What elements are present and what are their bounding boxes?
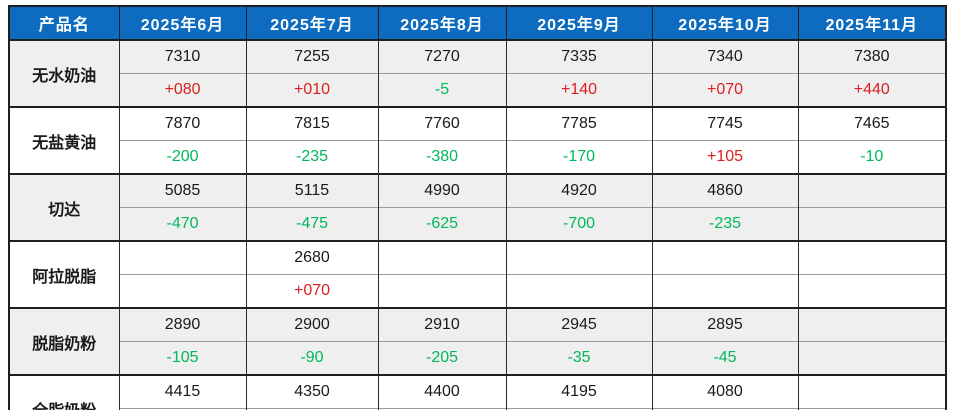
- product-column-header: 产品名: [8, 6, 120, 41]
- price-cell: 7815: [245, 106, 379, 141]
- change-cell: +140: [505, 73, 653, 107]
- price-cell: [797, 374, 947, 409]
- month-column-header: 2025年7月: [245, 6, 379, 41]
- price-row: 无盐黄油 7870 7815 7760 7785 7745 7465: [8, 106, 947, 174]
- change-cell: +010: [245, 73, 379, 107]
- change-cell: +070: [245, 274, 379, 308]
- price-cell: 5115: [245, 173, 379, 208]
- price-cell: 4860: [651, 173, 799, 208]
- price-cell: [797, 173, 947, 208]
- change-cell: [377, 274, 507, 308]
- change-cell: -5: [377, 73, 507, 107]
- price-row: 阿拉脱脂 2680: [8, 240, 947, 308]
- product-cell: 无盐黄油: [8, 106, 120, 174]
- change-cell: -470: [118, 207, 247, 241]
- price-cell: 4920: [505, 173, 653, 208]
- change-row: -105 -90 -205 -35 -45: [9, 341, 947, 375]
- change-row: -70-120-90+055+050: [9, 408, 947, 410]
- price-row: 脱脂奶粉 2890 2900 2910 2945 2895: [8, 307, 947, 375]
- change-row: +070: [9, 274, 947, 308]
- price-cell: [797, 240, 947, 275]
- product-cell: 切达: [8, 173, 120, 241]
- price-cell: 7465: [797, 106, 947, 141]
- change-row: -470 -475 -625 -700 -235: [9, 207, 947, 241]
- change-cell: -90: [245, 341, 379, 375]
- change-cell: [505, 274, 653, 308]
- table-header: 产品名 2025年6月 2025年7月 2025年8月 2025年9月 2025年10月 2…: [8, 6, 947, 41]
- change-cell: -625: [377, 207, 507, 241]
- table-body: 无水奶油 7310 7255 7270 7335 7340 7380 +080 +010 -5 +1…: [8, 39, 947, 410]
- change-cell: [797, 341, 947, 375]
- change-cell: [118, 274, 247, 308]
- price-cell: 2890: [118, 307, 247, 342]
- change-cell: -200: [118, 140, 247, 174]
- month-column-header: 2025年10月: [651, 6, 799, 41]
- price-cell: 4400: [377, 374, 507, 409]
- product-cell: 全脂奶粉: [8, 374, 120, 410]
- change-cell: -170: [505, 140, 653, 174]
- change-cell: -700: [505, 207, 653, 241]
- change-cell: +105: [651, 140, 799, 174]
- price-row: 无水奶油 7310 7255 7270 7335 7340 7380: [8, 39, 947, 107]
- price-cell: 4990: [377, 173, 507, 208]
- price-cell: 5085: [118, 173, 247, 208]
- price-cell: 7785: [505, 106, 653, 141]
- change-cell: [797, 408, 947, 410]
- price-cell: 7380: [797, 39, 947, 74]
- change-cell: -45: [651, 341, 799, 375]
- change-cell: +070: [651, 73, 799, 107]
- price-cell: 2900: [245, 307, 379, 342]
- price-cell: 7310: [118, 39, 247, 74]
- change-cell: +080: [118, 73, 247, 107]
- month-column-header: 2025年6月: [118, 6, 247, 41]
- price-row: 切达 5085 5115 4990 4920 4860: [8, 173, 947, 241]
- price-cell: 4195: [505, 374, 653, 409]
- price-cell: 7340: [651, 39, 799, 74]
- price-cell: 7760: [377, 106, 507, 141]
- price-row: 全脂奶粉44154350440041954080: [8, 374, 947, 410]
- month-column-header: 2025年9月: [505, 6, 653, 41]
- price-cell: [505, 240, 653, 275]
- month-column-header: 2025年11月: [797, 6, 947, 41]
- price-cell: 7745: [651, 106, 799, 141]
- price-cell: [377, 240, 507, 275]
- price-cell: [118, 240, 247, 275]
- change-cell: -475: [245, 207, 379, 241]
- product-cell: 阿拉脱脂: [8, 240, 120, 308]
- change-cell: -235: [651, 207, 799, 241]
- price-cell: 4415: [118, 374, 247, 409]
- price-cell: 2895: [651, 307, 799, 342]
- change-cell: -205: [377, 341, 507, 375]
- price-cell: 4350: [245, 374, 379, 409]
- price-cell: 2680: [245, 240, 379, 275]
- change-cell: -380: [377, 140, 507, 174]
- price-cell: [797, 307, 947, 342]
- price-cell: 7335: [505, 39, 653, 74]
- change-row: +080 +010 -5 +140 +070 +440: [9, 73, 947, 107]
- price-cell: 7255: [245, 39, 379, 74]
- change-cell: +440: [797, 73, 947, 107]
- change-cell: [651, 274, 799, 308]
- change-cell: -235: [245, 140, 379, 174]
- price-cell: [651, 240, 799, 275]
- month-column-header: 2025年8月: [377, 6, 507, 41]
- change-cell: [797, 207, 947, 241]
- product-cell: 脱脂奶粉: [8, 307, 120, 375]
- change-cell: -10: [797, 140, 947, 174]
- price-cell: 4080: [651, 374, 799, 409]
- price-table: 产品名 2025年6月 2025年7月 2025年8月 2025年9月 2025年10月 2…: [8, 5, 947, 410]
- price-cell: 2910: [377, 307, 507, 342]
- change-row: -200 -235 -380 -170 +105 -10: [9, 140, 947, 174]
- price-cell: 7270: [377, 39, 507, 74]
- change-cell: [797, 274, 947, 308]
- price-cell: 2945: [505, 307, 653, 342]
- change-cell: -105: [118, 341, 247, 375]
- header-row: 产品名 2025年6月 2025年7月 2025年8月 2025年9月 2025年10月 2…: [8, 6, 947, 41]
- price-cell: 7870: [118, 106, 247, 141]
- change-cell: -35: [505, 341, 653, 375]
- product-cell: 无水奶油: [8, 39, 120, 107]
